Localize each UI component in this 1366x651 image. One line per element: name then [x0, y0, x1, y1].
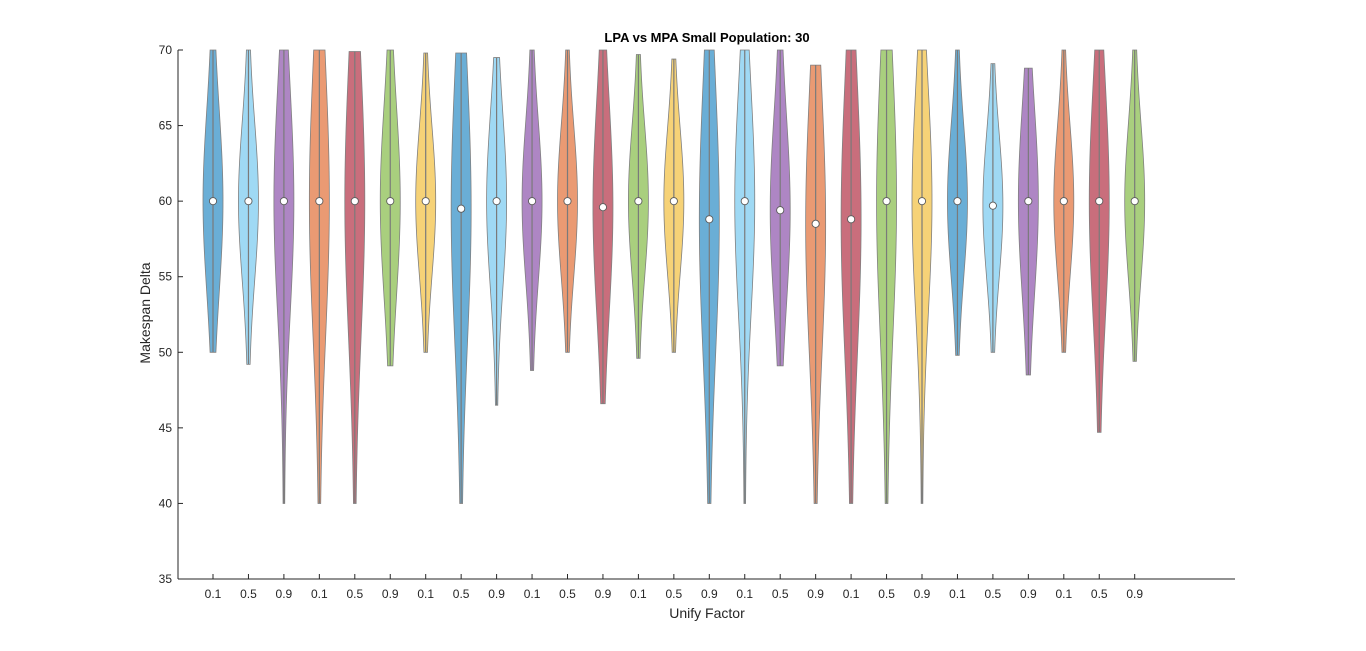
y-tick-label: 65: [159, 119, 173, 133]
x-tick-label: 0.1: [630, 587, 647, 601]
violin: [592, 49, 614, 405]
violin-median-marker: [669, 197, 678, 206]
violin-median-marker: [811, 219, 820, 228]
violin: [379, 49, 401, 367]
x-tick-label: 0.1: [524, 587, 541, 601]
violin: [663, 58, 685, 353]
y-tick-label: 45: [159, 421, 173, 435]
violin-median-marker: [492, 197, 501, 206]
x-tick-label: 0.1: [949, 587, 966, 601]
y-tick-label: 40: [159, 496, 173, 510]
violin: [1017, 67, 1039, 376]
violin: [627, 54, 649, 359]
violin-median-marker: [598, 203, 608, 212]
violin: [273, 49, 295, 504]
violin-median-marker: [421, 197, 430, 206]
x-tick-label: 0.5: [346, 587, 363, 601]
y-tick-label: 50: [159, 345, 173, 359]
violin-median-marker: [776, 206, 785, 215]
violin-median-marker: [528, 197, 537, 206]
x-axis-label: Unify Factor: [669, 605, 745, 621]
violin: [557, 49, 578, 353]
x-tick-label: 0.1: [311, 587, 328, 601]
violin: [238, 49, 259, 365]
violin-median-marker: [563, 197, 572, 206]
violins: [202, 49, 1146, 504]
x-tick-label: 0.5: [666, 587, 683, 601]
y-tick-label: 35: [159, 572, 173, 586]
violin: [1124, 49, 1146, 362]
x-tick-label: 0.9: [595, 587, 612, 601]
violin: [911, 49, 933, 504]
y-ticks: 35 40 45 50 55 60 65 70: [159, 43, 183, 586]
violin-median-marker: [386, 197, 395, 206]
violin-median-marker: [917, 197, 927, 206]
x-tick-label: 0.5: [1091, 587, 1108, 601]
x-tick-label: 0.9: [701, 587, 718, 601]
violin-median-marker: [740, 197, 749, 206]
x-tick-label: 0.9: [807, 587, 824, 601]
violin: [840, 49, 862, 504]
violin: [982, 63, 1004, 353]
y-axis-label: Makespan Delta: [137, 262, 153, 363]
x-tick-label: 0.9: [382, 587, 399, 601]
violin-median-marker: [953, 197, 962, 206]
x-tick-label: 0.1: [1055, 587, 1072, 601]
x-tick-label: 0.9: [914, 587, 931, 601]
chart-title: LPA vs MPA Small Population: 30: [604, 30, 809, 45]
violin: [805, 64, 827, 504]
violin-median-marker: [208, 197, 218, 206]
x-tick-label: 0.1: [736, 587, 753, 601]
x-tick-label: 0.9: [1020, 587, 1037, 601]
x-tick-label: 0.9: [488, 587, 505, 601]
violin: [308, 49, 330, 504]
y-tick-label: 70: [159, 43, 173, 57]
violin: [450, 52, 472, 504]
violin: [1053, 49, 1075, 353]
violin-median-marker: [882, 197, 891, 206]
violin: [1088, 49, 1110, 433]
violin: [947, 49, 968, 356]
violin: [698, 49, 720, 504]
x-tick-label: 0.5: [772, 587, 789, 601]
x-tick-label: 0.5: [985, 587, 1002, 601]
violin-median-marker: [634, 197, 643, 206]
x-tick-label: 0.5: [240, 587, 257, 601]
violin-median-marker: [279, 197, 288, 206]
x-tick-label: 0.9: [276, 587, 293, 601]
violin: [415, 52, 437, 353]
x-tick-label: 0.9: [1126, 587, 1143, 601]
violin-median-marker: [315, 197, 324, 206]
violin: [734, 49, 756, 504]
violin-median-marker: [1130, 197, 1139, 206]
violin-median-marker: [1059, 197, 1068, 206]
violin: [486, 57, 508, 406]
violin-median-marker: [988, 201, 997, 210]
x-tick-label: 0.5: [453, 587, 470, 601]
x-tick-label: 0.5: [878, 587, 895, 601]
y-tick-label: 55: [159, 270, 173, 284]
x-tick-label: 0.1: [843, 587, 860, 601]
violin-median-marker: [847, 215, 856, 224]
violin: [344, 51, 366, 504]
violin-median-marker: [350, 197, 359, 206]
x-tick-label: 0.5: [559, 587, 576, 601]
violin: [202, 49, 224, 353]
violin: [769, 49, 791, 367]
x-ticks: 0.1 0.5 0.9 0.1 0.5 0.9 0.1 0.5 0.9 0.1 0.5 0.9 0.1 0…: [205, 574, 1143, 601]
violin: [876, 49, 897, 504]
y-tick-label: 60: [159, 194, 173, 208]
violin-median-marker: [457, 204, 466, 213]
violin: [521, 49, 543, 371]
violin-median-marker: [705, 215, 714, 224]
violin-median-marker: [1095, 197, 1104, 206]
x-tick-label: 0.1: [205, 587, 222, 601]
violin-median-marker: [244, 197, 253, 206]
violin-median-marker: [1024, 197, 1033, 206]
x-tick-label: 0.1: [417, 587, 434, 601]
